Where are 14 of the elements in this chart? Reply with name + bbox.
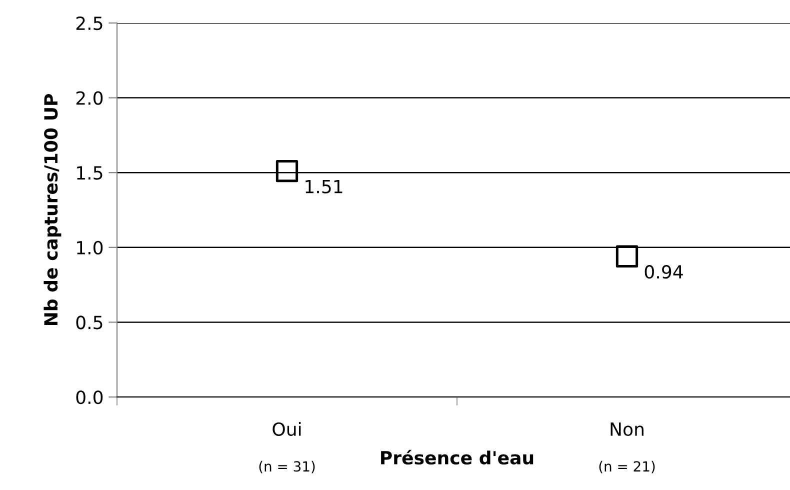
y-tick-label: 2.0 xyxy=(76,91,103,105)
y-tick-label: 2.5 xyxy=(76,16,102,30)
y-tick-label: 0.5 xyxy=(76,316,102,330)
y-tick-label: 0.0 xyxy=(76,390,103,404)
data-label: 1.51 xyxy=(306,180,342,194)
x-axis-title: Présence d'eau xyxy=(381,450,534,465)
y-tick-label: 1.5 xyxy=(77,166,102,180)
y-tick-label: 1.0 xyxy=(77,240,103,255)
text: (n = 31) xyxy=(259,460,315,474)
y-axis-title: Nb de captures/100 UP xyxy=(44,94,62,326)
x-tick-label: Oui xyxy=(272,422,301,436)
data-label: 0.94 xyxy=(644,265,683,279)
x-tick-label: Non xyxy=(610,422,644,436)
text: (n = 21) xyxy=(599,460,655,474)
